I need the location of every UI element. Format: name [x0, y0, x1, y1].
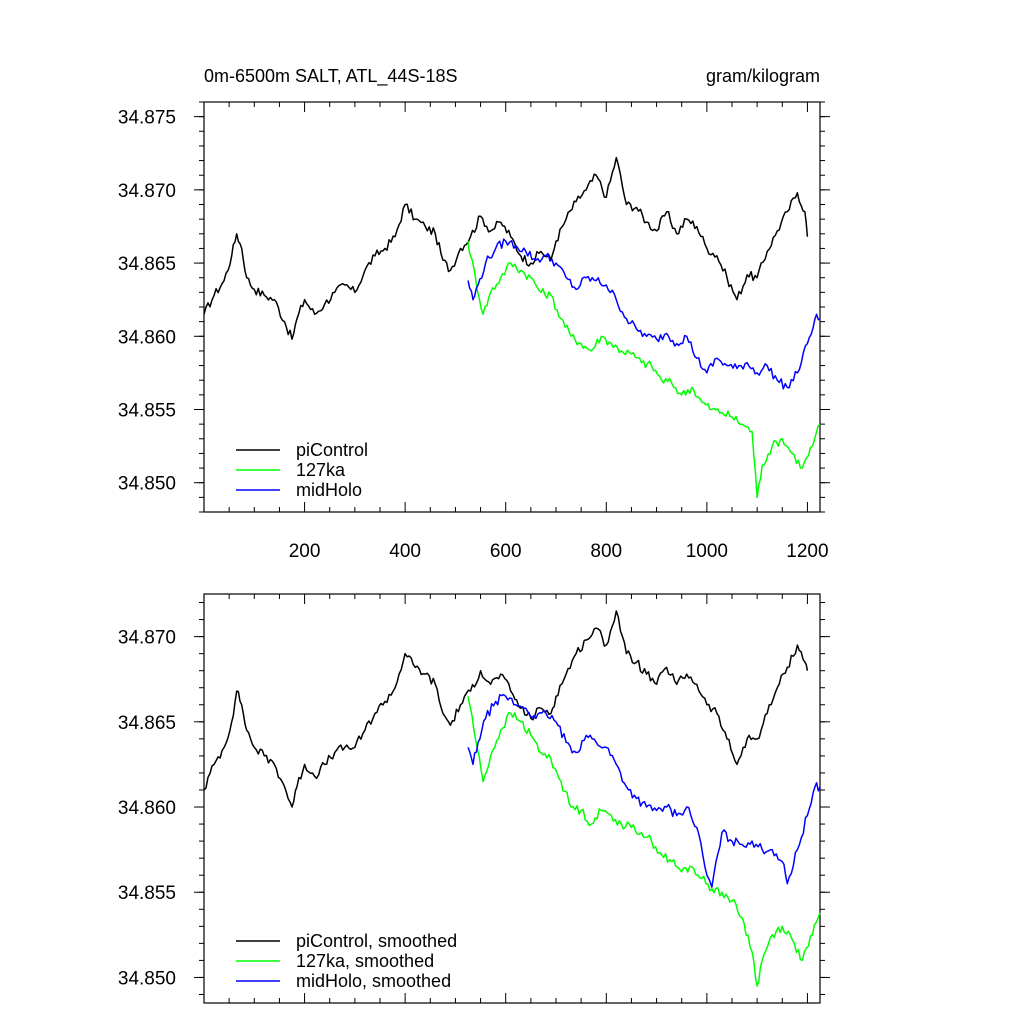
legend-label: piControl, smoothed — [296, 931, 457, 951]
legend-label: midHolo — [296, 480, 362, 500]
units-label: gram/kilogram — [706, 66, 820, 86]
x-tick-label: 200 — [289, 541, 321, 562]
y-tick-label: 34.860 — [118, 327, 176, 348]
x-tick-label: 800 — [590, 541, 622, 562]
y-tick-label: 34.875 — [118, 108, 176, 129]
series-line-127ka — [467, 696, 821, 987]
series-line-127ka — [467, 241, 821, 499]
series-line-midholo — [467, 238, 821, 390]
legend-label: 127ka, smoothed — [296, 951, 434, 971]
y-tick-label: 34.850 — [118, 474, 176, 495]
x-tick-label: 1200 — [786, 541, 828, 562]
x-tick-label: 1000 — [686, 541, 728, 562]
chart-title: 0m-6500m SALT, ATL_44S-18S — [204, 66, 457, 87]
y-tick-label: 34.870 — [118, 181, 176, 202]
series-line-picontrol — [203, 610, 809, 808]
legend-label: piControl — [296, 440, 368, 460]
legend-label: midHolo, smoothed — [296, 971, 451, 991]
y-tick-label: 34.855 — [118, 401, 176, 422]
x-tick-label: 400 — [389, 541, 421, 562]
plot-frame — [203, 593, 821, 1004]
y-tick-label: 34.865 — [118, 713, 176, 734]
legend-label: 127ka — [296, 460, 346, 480]
series-line-midholo — [467, 693, 821, 888]
top-panel: 200 400 600 800 1000 1200 34.850 34.855 34.860 34… — [118, 101, 830, 562]
x-tick-label: 600 — [490, 541, 522, 562]
y-tick-label: 34.865 — [118, 254, 176, 275]
y-tick-label: 34.850 — [118, 968, 176, 989]
y-tick-label: 34.870 — [118, 628, 176, 649]
y-tick-label: 34.860 — [118, 798, 176, 819]
y-tick-label: 34.855 — [118, 883, 176, 904]
bottom-panel: 34.850 34.855 34.860 34.865 34.870 piControl,… — [118, 593, 830, 1004]
series-line-picontrol — [203, 156, 809, 340]
